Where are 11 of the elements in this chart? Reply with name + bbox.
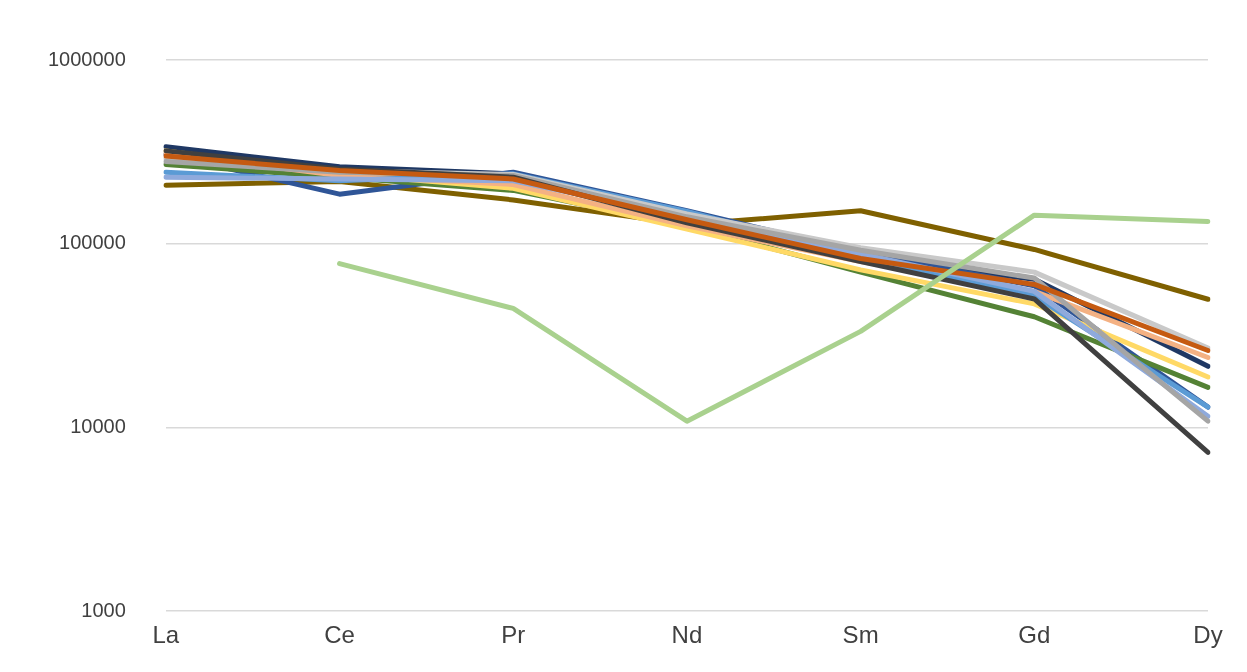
x-tick-label: La bbox=[152, 621, 180, 649]
x-tick-label: Dy bbox=[1193, 621, 1223, 649]
x-tick-label: Ce bbox=[324, 621, 355, 649]
x-tick-label: Sm bbox=[842, 621, 879, 649]
y-tick-label: 1000000 bbox=[47, 47, 126, 70]
x-tick-label: Pr bbox=[501, 621, 526, 649]
y-tick-label: 100000 bbox=[59, 231, 126, 254]
y-tick-label: 1000 bbox=[81, 598, 126, 621]
x-tick-label: Nd bbox=[671, 621, 703, 649]
y-tick-label: 10000 bbox=[70, 414, 126, 437]
x-tick-label: Gd bbox=[1018, 621, 1051, 649]
